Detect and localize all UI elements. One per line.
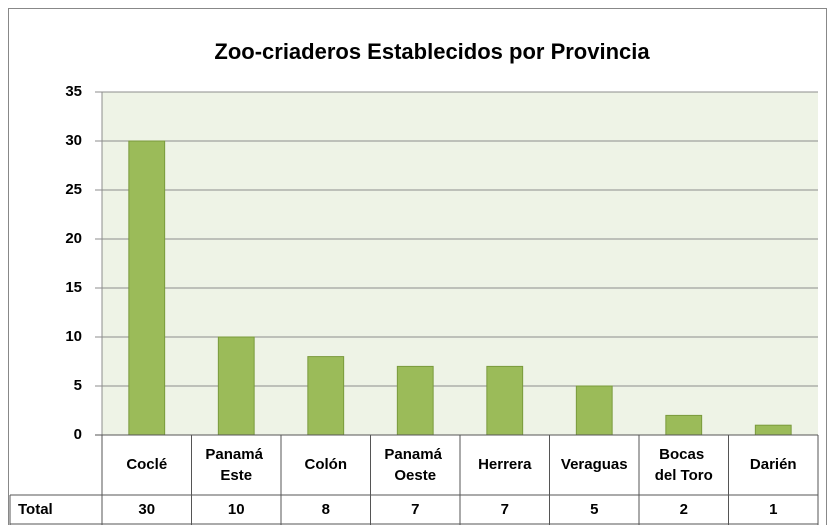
table-row-label: Total xyxy=(18,501,53,518)
y-tick-label: 20 xyxy=(65,230,82,247)
x-tick-label: Herrera xyxy=(478,456,532,473)
y-tick-label: 0 xyxy=(74,426,82,443)
bar xyxy=(575,385,613,436)
plot-area xyxy=(102,92,818,435)
label-line: Este xyxy=(220,467,252,484)
y-tick-label: 5 xyxy=(74,377,82,394)
label-line: Panamá xyxy=(384,446,446,463)
x-tick-label: Bocas del Toro xyxy=(655,446,713,484)
bar xyxy=(754,424,792,436)
table-value: 2 xyxy=(680,501,688,518)
table-value: 10 xyxy=(228,501,245,518)
chart-title: Zoo-criaderos Establecidos por Provincia xyxy=(214,39,650,64)
bar xyxy=(486,365,524,436)
x-tick-label: Coclé xyxy=(126,456,167,473)
bar xyxy=(217,336,255,436)
bar xyxy=(307,356,345,436)
y-tick-label: 30 xyxy=(65,132,82,149)
bar xyxy=(128,140,166,436)
x-tick-label: Darién xyxy=(750,456,797,473)
table-value: 8 xyxy=(322,501,330,518)
bar xyxy=(396,365,434,436)
x-tick-label: Panamá Este xyxy=(205,446,267,484)
label-line: del Toro xyxy=(655,467,713,484)
x-tick-label: Veraguas xyxy=(561,456,628,473)
y-tick-label: 15 xyxy=(65,279,82,296)
bar xyxy=(665,414,703,436)
y-tick-label: 35 xyxy=(65,83,82,100)
y-tick-label: 10 xyxy=(65,328,82,345)
label-line: Oeste xyxy=(394,467,436,484)
table-value: 1 xyxy=(769,501,777,518)
label-line: Bocas xyxy=(659,446,708,463)
x-tick-label: Panamá Oeste xyxy=(384,446,446,484)
label-line: Panamá xyxy=(205,446,267,463)
table-value: 30 xyxy=(138,501,155,518)
y-tick-label: 25 xyxy=(65,181,82,198)
x-tick-label: Colón xyxy=(305,456,348,473)
table-value: 7 xyxy=(501,501,509,518)
table-value: 7 xyxy=(411,501,419,518)
table-value: 5 xyxy=(590,501,598,518)
